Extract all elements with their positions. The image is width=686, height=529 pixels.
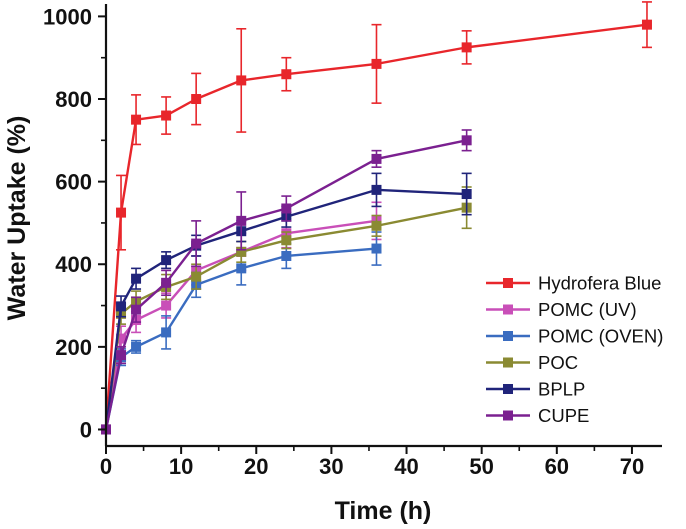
- data-point: [191, 271, 202, 282]
- data-point: [371, 184, 382, 195]
- legend-marker: [503, 278, 513, 288]
- y-tick-label: 200: [55, 335, 92, 360]
- legend-marker: [503, 304, 513, 315]
- data-point: [191, 238, 202, 249]
- legend-entry: POMC (OVEN): [486, 326, 663, 347]
- legend-marker: [503, 384, 513, 394]
- x-tick-label: 0: [100, 454, 112, 479]
- data-point: [461, 42, 472, 53]
- data-point: [116, 333, 127, 344]
- legend-entry: POC: [486, 352, 578, 373]
- x-tick-label: 60: [545, 454, 569, 479]
- legend-entry: BPLP: [486, 379, 585, 400]
- legend-entry: CUPE: [486, 405, 589, 426]
- legend-label: POC: [538, 352, 578, 373]
- x-tick-label: 20: [244, 454, 268, 479]
- y-tick-label: 1000: [43, 4, 92, 29]
- data-point: [161, 277, 172, 288]
- data-point: [236, 75, 247, 86]
- data-point: [281, 203, 292, 214]
- data-point: [371, 58, 382, 69]
- legend-marker: [503, 331, 513, 341]
- data-point: [281, 235, 292, 246]
- legend-label: CUPE: [538, 405, 589, 426]
- y-tick-label: 400: [55, 252, 92, 277]
- legend-label: BPLP: [538, 379, 585, 400]
- data-point: [281, 69, 292, 80]
- data-point: [371, 153, 382, 164]
- data-point: [161, 255, 172, 266]
- data-point: [461, 189, 472, 200]
- data-point: [131, 341, 142, 352]
- legend-marker: [503, 357, 513, 368]
- data-point: [161, 327, 172, 338]
- data-point: [371, 220, 382, 231]
- data-point: [641, 19, 652, 30]
- data-point: [116, 350, 127, 361]
- data-point: [371, 243, 382, 254]
- plot-area: [101, 1, 652, 435]
- series-line: [104, 139, 467, 430]
- data-point: [116, 301, 127, 312]
- data-point: [116, 207, 127, 218]
- legend-label: Hydrofera Blue: [538, 273, 661, 294]
- data-point: [161, 110, 172, 121]
- data-point: [161, 300, 172, 311]
- y-tick-label: 600: [55, 170, 92, 195]
- y-tick-label: 800: [55, 87, 92, 112]
- legend: Hydrofera Blue POMC (UV) POMC (OVEN) POC BPL…: [486, 273, 663, 426]
- x-tick-label: 10: [169, 454, 193, 479]
- data-point: [131, 273, 142, 284]
- axes: Time (h) Water Uptake (%) 0 10 20 30 40 50 60 7…: [3, 4, 662, 525]
- series-cupe: [101, 129, 472, 435]
- legend-label: POMC (UV): [538, 299, 637, 320]
- data-point: [236, 215, 247, 226]
- x-tick-label: 70: [620, 454, 644, 479]
- data-point: [191, 94, 202, 105]
- legend-label: POMC (OVEN): [538, 326, 663, 347]
- data-point: [461, 135, 472, 146]
- x-tick-label: 40: [394, 454, 418, 479]
- x-tick-label: 50: [469, 454, 493, 479]
- data-point: [236, 246, 247, 257]
- x-axis-title: Time (h): [335, 497, 432, 525]
- legend-marker: [503, 410, 513, 421]
- data-point: [236, 263, 247, 274]
- x-tick-label: 30: [319, 454, 343, 479]
- data-point: [281, 250, 292, 261]
- series-line: [104, 23, 648, 430]
- series-hydrofera-blue: [101, 1, 652, 435]
- legend-entry: Hydrofera Blue: [486, 273, 661, 294]
- data-point: [131, 304, 142, 315]
- data-point: [131, 114, 142, 125]
- legend-entry: POMC (UV): [486, 299, 637, 320]
- y-axis-title: Water Uptake (%): [3, 116, 31, 321]
- y-tick-label: 0: [80, 417, 92, 442]
